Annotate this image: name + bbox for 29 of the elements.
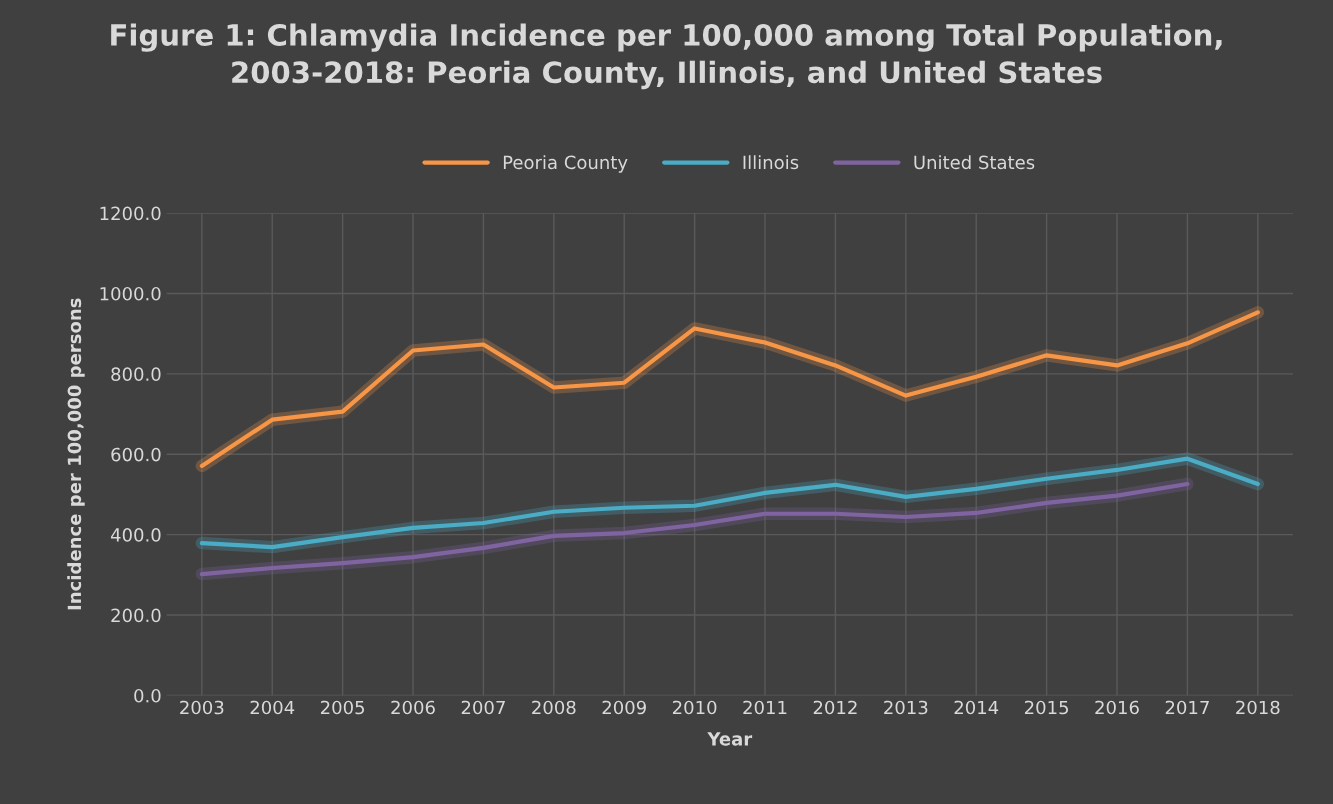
x-tick-label: 2007 [461,700,505,715]
y-tick-label: 800.0 [111,367,161,381]
x-tick-label: 2014 [954,700,999,715]
x-axis-title: Year [707,732,753,746]
x-tick-label: 2004 [250,700,295,715]
x-tick-label: 2008 [532,700,576,715]
legend-label: Illinois [743,155,799,170]
legend-label: United States [914,155,1035,170]
y-tick-label: 200.0 [111,608,161,623]
y-tick-label: 400.0 [110,528,161,542]
y-tick-label: 1200.0 [100,206,161,221]
x-tick-label: 2003 [180,700,224,715]
x-tick-label: 2017 [1165,700,1209,715]
x-tick-label: 2015 [1024,700,1069,715]
x-tick-label: 2012 [813,700,857,715]
x-tick-label: 2011 [743,700,787,715]
y-tick-label: 1000.0 [100,286,161,301]
x-tick-label: 2018 [1236,700,1280,715]
x-tick-label: 2013 [884,700,928,715]
legend-label: Peoria County [503,155,628,173]
y-tick-label: 600.0 [111,447,161,462]
x-tick-label: 2005 [320,700,365,715]
y-tick-label: 0.0 [134,688,161,703]
x-tick-label: 2010 [672,700,717,715]
chart-title: Figure 1: Chlamydia Incidence per 100,000 among Total Population, 2003-2018: Peoria County, Illinois, and United States [111,23,1222,90]
y-axis-title: Incidence per 100,000 persons [67,298,85,610]
x-tick-label: 2009 [602,700,646,715]
x-tick-label: 2006 [391,700,435,715]
x-tick-label: 2016 [1095,700,1139,715]
